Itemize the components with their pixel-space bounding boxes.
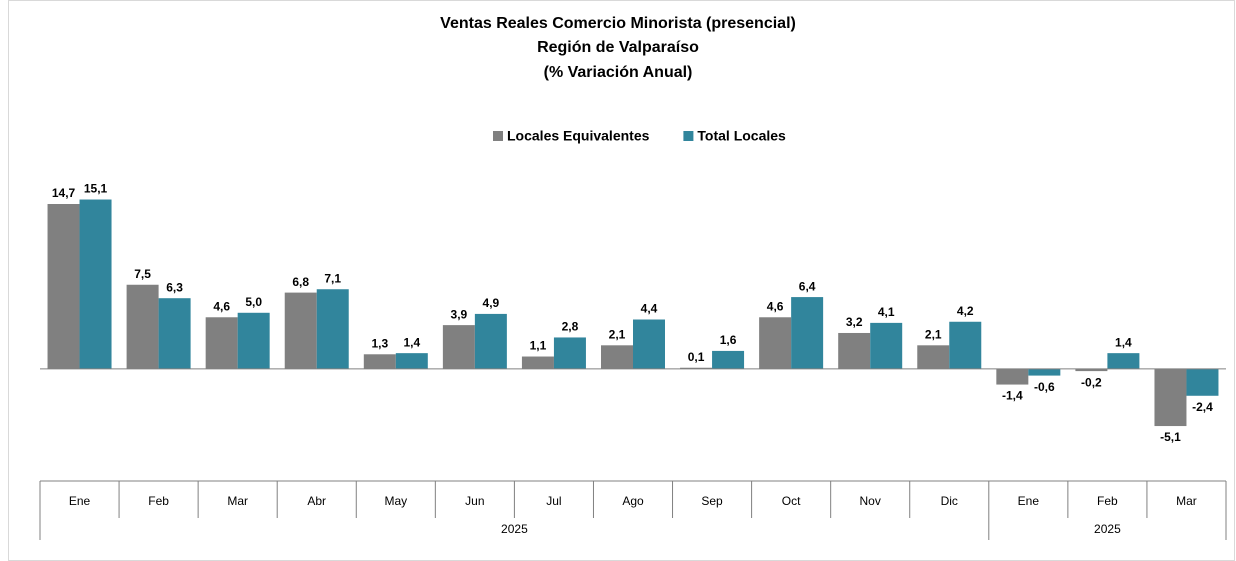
x-tick-label: Ago — [622, 494, 644, 508]
chart-subtitle: Región de Valparaíso — [537, 39, 699, 56]
group-label: 2025 — [501, 522, 528, 536]
bar — [996, 368, 1029, 385]
bar — [759, 317, 792, 369]
bar — [158, 298, 191, 369]
legend-swatch — [493, 131, 503, 141]
data-label: 6,4 — [799, 279, 816, 293]
bar — [870, 322, 903, 369]
data-label: 6,8 — [292, 275, 309, 289]
legend-swatch — [683, 131, 694, 141]
bar — [1075, 368, 1108, 372]
x-tick-label: Sep — [701, 494, 723, 508]
data-label: 5,0 — [245, 295, 262, 309]
x-tick-label: Oct — [782, 494, 801, 508]
bar — [521, 356, 554, 369]
bar — [363, 354, 396, 369]
data-label: 14,7 — [52, 186, 76, 200]
x-tick-label: Ene — [1018, 494, 1040, 508]
bar — [1186, 368, 1219, 396]
bar — [838, 332, 871, 369]
x-tick-label: Feb — [148, 494, 169, 508]
x-tick-label: May — [384, 494, 407, 508]
bar — [79, 199, 112, 369]
chart-subtitle: (% Variación Anual) — [544, 64, 693, 81]
data-label: 4,6 — [767, 299, 784, 313]
bar — [474, 313, 507, 369]
bar — [949, 321, 982, 369]
data-label: 6,3 — [166, 280, 183, 294]
data-label: -0,6 — [1034, 380, 1055, 394]
x-tick-label: Dic — [941, 494, 958, 508]
data-label: 4,6 — [213, 299, 230, 313]
chart-title: Ventas Reales Comercio Minorista (presen… — [440, 15, 796, 32]
x-tick-label: Jun — [465, 494, 484, 508]
data-label: -2,4 — [1192, 400, 1213, 414]
data-label: 4,1 — [878, 305, 895, 319]
legend-label: Total Locales — [697, 128, 786, 144]
data-label: -5,1 — [1160, 430, 1181, 444]
data-label: 4,2 — [957, 304, 974, 318]
data-label: 7,1 — [324, 271, 341, 285]
data-label: 2,8 — [562, 320, 579, 334]
bar — [917, 345, 950, 369]
x-tick-label: Mar — [227, 494, 248, 508]
bar — [553, 337, 586, 369]
bar — [237, 312, 270, 369]
bar — [712, 350, 745, 369]
x-tick-label: Mar — [1176, 494, 1197, 508]
bar — [126, 284, 159, 369]
data-label: 0,1 — [688, 350, 705, 364]
data-label: 1,3 — [371, 336, 388, 350]
x-tick-label: Ene — [69, 494, 91, 508]
x-tick-label: Nov — [860, 494, 881, 508]
x-tick-label: Abr — [307, 494, 326, 508]
x-tick-label: Feb — [1097, 494, 1118, 508]
data-label: -1,4 — [1002, 389, 1023, 403]
bar — [205, 317, 238, 369]
data-label: -0,2 — [1081, 375, 1102, 389]
data-label: 2,1 — [925, 327, 942, 341]
data-label: 7,5 — [134, 267, 151, 281]
bar — [1154, 368, 1187, 427]
bar — [284, 292, 317, 369]
data-label: 2,1 — [609, 327, 626, 341]
bar — [601, 345, 633, 369]
data-label: 4,9 — [483, 296, 500, 310]
data-label: 15,1 — [84, 182, 108, 196]
bar — [791, 297, 824, 369]
data-label: 3,9 — [451, 307, 468, 321]
legend-label: Locales Equivalentes — [507, 128, 650, 144]
chart-frame — [8, 0, 1235, 561]
bar — [395, 353, 428, 369]
data-label: 3,2 — [846, 315, 863, 329]
bar — [633, 319, 665, 369]
bar — [47, 204, 80, 369]
data-label: 1,1 — [530, 339, 547, 353]
data-label: 1,6 — [720, 333, 737, 347]
bar — [442, 325, 475, 369]
x-tick-label: Jul — [546, 494, 561, 508]
bar — [316, 289, 349, 369]
data-label: 1,4 — [1115, 335, 1132, 349]
data-label: 4,4 — [641, 302, 658, 316]
data-label: 1,4 — [403, 335, 420, 349]
group-label: 2025 — [1094, 522, 1121, 536]
bar — [1107, 353, 1140, 369]
bar — [1028, 368, 1061, 376]
bar — [680, 367, 713, 369]
